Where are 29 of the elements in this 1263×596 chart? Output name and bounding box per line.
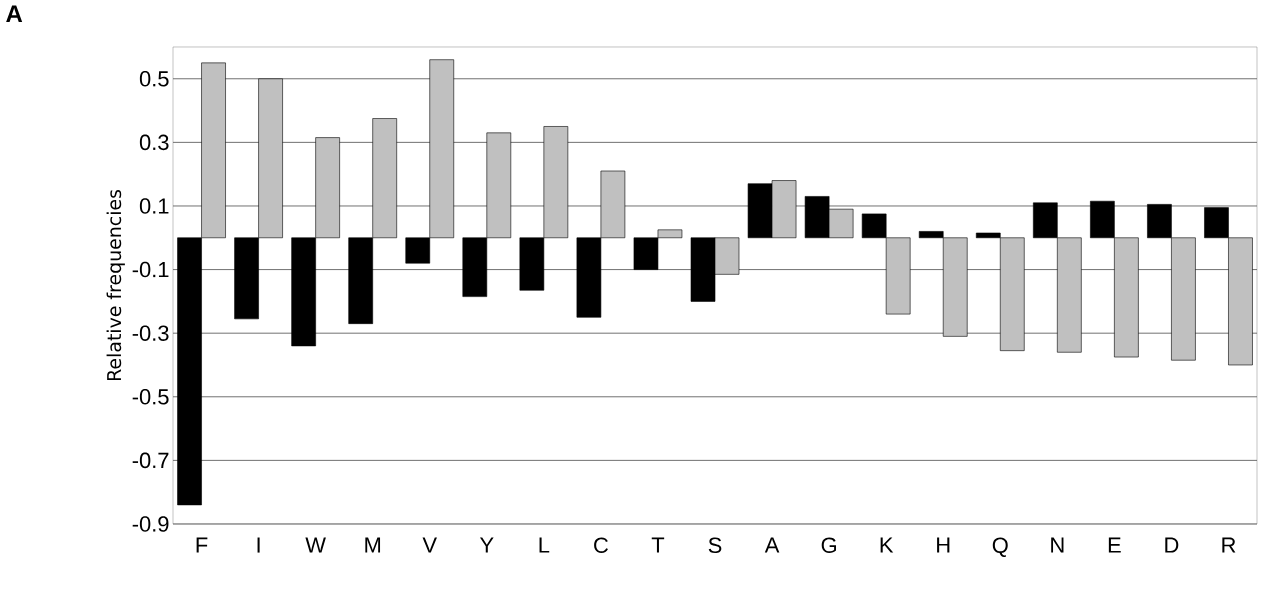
x-tick-label: L: [539, 537, 550, 553]
x-tick-label: E: [1108, 537, 1121, 553]
x-tick-label: F: [196, 537, 208, 553]
x-tick-label: M: [365, 537, 381, 553]
y-tick-label: -0.3: [132, 325, 169, 341]
x-tick-label: R: [1222, 537, 1236, 553]
x-tick-label: A: [764, 537, 780, 553]
x-tick-label: V: [422, 537, 437, 553]
x-tick-label: G: [821, 537, 836, 554]
y-tick-label: -0.1: [132, 261, 169, 278]
x-tick-label: D: [1165, 537, 1179, 553]
y-axis-title: Relative frequencies: [106, 189, 125, 381]
x-tick-label: S: [708, 537, 722, 554]
text: A: [6, 5, 23, 22]
y-tick-label: 0.5: [139, 71, 169, 87]
x-tick-label: C: [594, 537, 608, 554]
x-tick-label: H: [937, 537, 950, 553]
y-tick-label: 0.3: [139, 134, 169, 151]
y-tick-label: -0.7: [132, 452, 169, 469]
x-tick-label: I: [257, 537, 260, 553]
x-tick-label: W: [305, 537, 326, 553]
x-tick-label: Y: [479, 537, 494, 553]
y-tick-label: -0.5: [132, 389, 169, 405]
x-tick-label: Q: [992, 537, 1008, 557]
y-tick-label: -0.9: [132, 516, 169, 532]
x-tick-label: K: [880, 537, 894, 553]
y-tick-label: 0.1: [139, 198, 169, 214]
x-tick-label: T: [651, 537, 665, 553]
x-tick-label: N: [1051, 537, 1064, 553]
